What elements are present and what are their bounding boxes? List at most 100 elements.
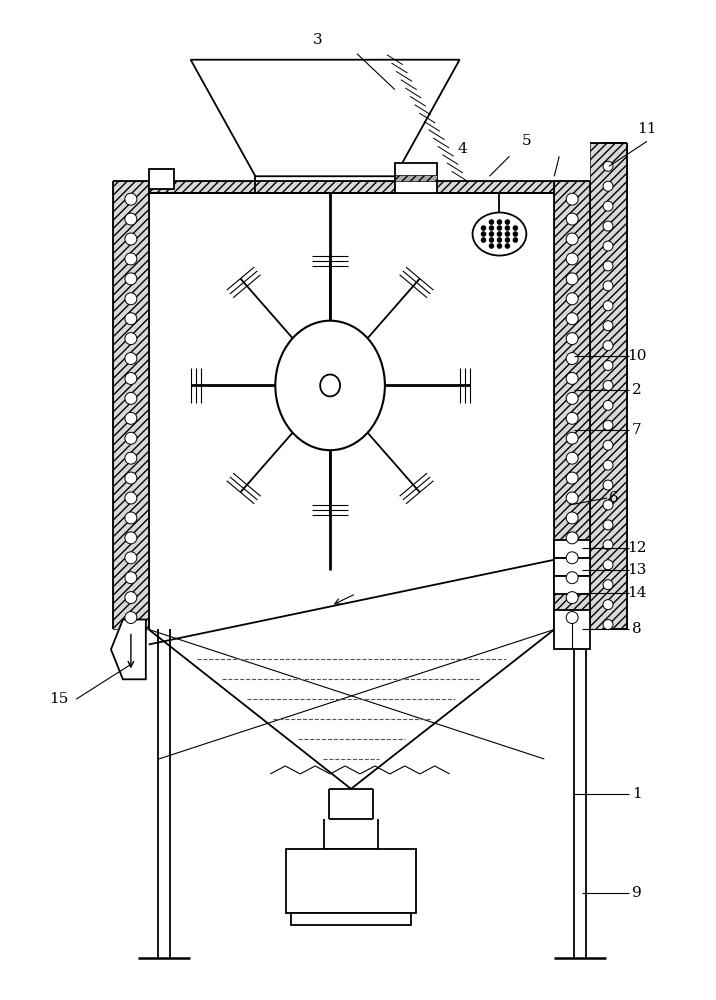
Circle shape — [125, 412, 137, 424]
Circle shape — [125, 612, 137, 624]
Circle shape — [125, 372, 137, 384]
Circle shape — [125, 273, 137, 285]
Circle shape — [125, 353, 137, 365]
Circle shape — [125, 512, 137, 524]
Text: 3: 3 — [314, 33, 323, 47]
Circle shape — [603, 241, 613, 251]
Circle shape — [505, 243, 510, 248]
Polygon shape — [190, 60, 460, 176]
Circle shape — [603, 361, 613, 371]
Text: 1: 1 — [632, 787, 642, 801]
Circle shape — [125, 572, 137, 584]
Circle shape — [603, 420, 613, 430]
Circle shape — [603, 600, 613, 610]
Ellipse shape — [320, 374, 340, 396]
Circle shape — [603, 321, 613, 331]
Circle shape — [603, 261, 613, 271]
Circle shape — [566, 392, 578, 404]
Circle shape — [513, 238, 518, 243]
Circle shape — [566, 452, 578, 464]
Bar — [113, 181, 149, 629]
Circle shape — [603, 580, 613, 590]
Circle shape — [603, 540, 613, 550]
Circle shape — [603, 201, 613, 211]
Text: 13: 13 — [627, 563, 647, 577]
Circle shape — [125, 193, 137, 205]
Circle shape — [481, 232, 486, 237]
Text: 9: 9 — [632, 886, 642, 900]
Circle shape — [603, 560, 613, 570]
Circle shape — [566, 552, 578, 564]
Bar — [590, 143, 627, 629]
Circle shape — [603, 480, 613, 490]
Circle shape — [513, 232, 518, 237]
Bar — [554, 558, 590, 576]
Circle shape — [125, 213, 137, 225]
Circle shape — [566, 333, 578, 345]
Circle shape — [125, 253, 137, 265]
Text: 12: 12 — [627, 541, 647, 555]
Circle shape — [603, 620, 613, 629]
Circle shape — [505, 220, 510, 225]
Circle shape — [603, 460, 613, 470]
Circle shape — [603, 341, 613, 351]
Circle shape — [566, 293, 578, 305]
Circle shape — [566, 313, 578, 325]
Bar — [149, 169, 174, 189]
Circle shape — [566, 432, 578, 444]
Bar — [554, 181, 590, 629]
Bar — [554, 540, 590, 558]
Text: 8: 8 — [632, 622, 642, 636]
Circle shape — [125, 432, 137, 444]
Text: 4: 4 — [458, 142, 468, 156]
Circle shape — [566, 372, 578, 384]
Ellipse shape — [276, 321, 385, 450]
Circle shape — [497, 226, 502, 231]
Circle shape — [125, 392, 137, 404]
Text: 15: 15 — [49, 692, 69, 706]
Bar — [554, 576, 590, 594]
Circle shape — [566, 592, 578, 604]
Circle shape — [566, 233, 578, 245]
Circle shape — [603, 281, 613, 291]
Circle shape — [125, 552, 137, 564]
Circle shape — [603, 380, 613, 390]
Text: 7: 7 — [632, 423, 642, 437]
Circle shape — [505, 238, 510, 243]
Circle shape — [603, 400, 613, 410]
Text: 6: 6 — [609, 491, 619, 505]
Circle shape — [603, 440, 613, 450]
Circle shape — [566, 572, 578, 584]
Circle shape — [497, 232, 502, 237]
Circle shape — [497, 238, 502, 243]
Circle shape — [125, 233, 137, 245]
Circle shape — [125, 333, 137, 345]
Circle shape — [497, 220, 502, 225]
Circle shape — [125, 313, 137, 325]
Bar — [286, 849, 416, 913]
Ellipse shape — [473, 213, 526, 256]
Text: 10: 10 — [627, 349, 647, 363]
Circle shape — [497, 243, 502, 248]
Text: 2: 2 — [632, 383, 642, 397]
Circle shape — [505, 232, 510, 237]
Bar — [554, 610, 590, 649]
Text: 11: 11 — [637, 122, 657, 136]
Circle shape — [566, 273, 578, 285]
Bar — [395, 175, 437, 181]
Circle shape — [566, 253, 578, 265]
Polygon shape — [111, 620, 146, 679]
Circle shape — [566, 532, 578, 544]
Circle shape — [603, 221, 613, 231]
Circle shape — [505, 226, 510, 231]
Circle shape — [125, 293, 137, 305]
Text: 14: 14 — [627, 586, 647, 600]
Circle shape — [489, 232, 494, 237]
Circle shape — [603, 520, 613, 530]
Circle shape — [125, 472, 137, 484]
Circle shape — [566, 412, 578, 424]
Circle shape — [513, 226, 518, 231]
Circle shape — [566, 612, 578, 624]
Bar — [291, 913, 411, 925]
Circle shape — [603, 301, 613, 311]
